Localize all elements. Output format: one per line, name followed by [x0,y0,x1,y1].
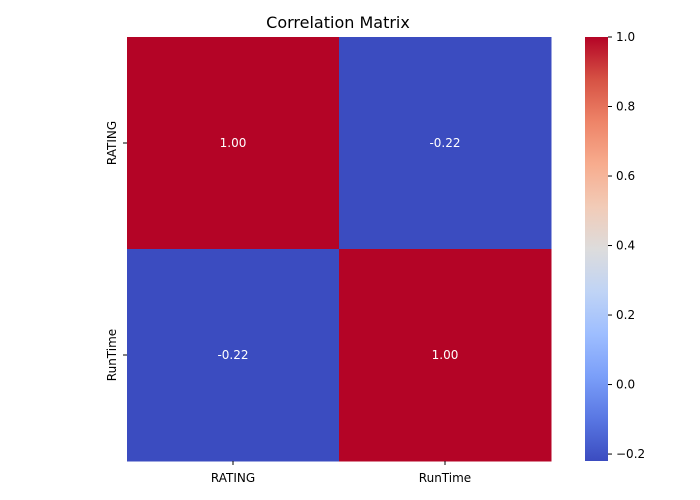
heatmap-grid [127,37,552,462]
colorbar-tick-label: 0.4 [616,239,635,253]
y-tick-label: RATING [105,121,119,165]
cell-value-label: -0.22 [217,348,248,362]
colorbar [585,37,608,461]
colorbar-tick-label: 0.2 [616,308,635,322]
x-axis: RATING RunTime [211,461,471,485]
x-tick-label: RATING [211,471,255,485]
x-tick-label: RunTime [419,471,471,485]
heatmap-cell-RunTime-RunTime [339,249,552,462]
y-axis: RATING RunTime [105,121,127,381]
heatmap-cell-RATING-RATING [127,37,340,250]
heatmap-annotations: 1.00 -0.22 -0.22 1.00 [217,136,460,362]
colorbar-tick-label: 0.0 [616,378,635,392]
colorbar-axis: −0.2 0.0 0.2 0.4 0.6 0.8 1.0 [608,30,645,461]
cell-value-label: -0.22 [429,136,460,150]
heatmap-cell-RATING-RunTime [339,37,552,250]
cell-value-label: 1.00 [220,136,247,150]
colorbar-tick-label: 0.8 [616,100,635,114]
colorbar-tick-label: 1.0 [616,30,635,44]
cell-value-label: 1.00 [432,348,459,362]
colorbar-tick-label: 0.6 [616,169,635,183]
y-tick-label: RunTime [105,329,119,381]
heatmap-cell-RunTime-RATING [127,249,340,462]
colorbar-tick-label: −0.2 [616,447,645,461]
chart-title: Correlation Matrix [266,13,410,32]
